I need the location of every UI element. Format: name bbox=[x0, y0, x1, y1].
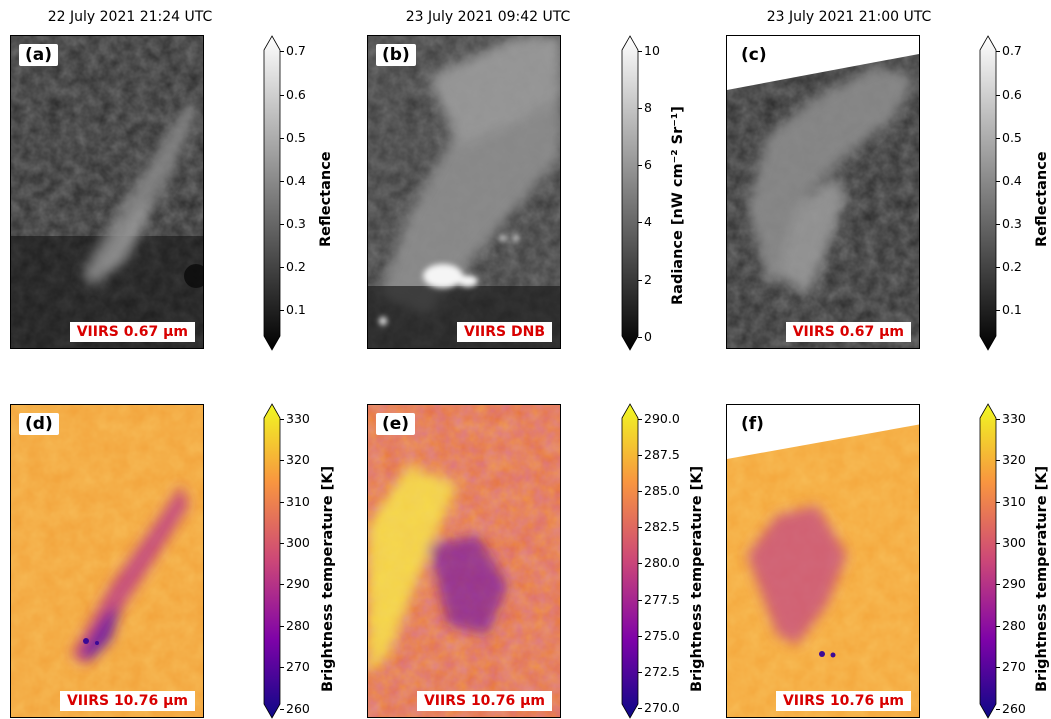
tick-label: 0 bbox=[638, 329, 652, 344]
column-title-2: 23 July 2021 09:42 UTC bbox=[405, 9, 571, 25]
tick-label: 0.1 bbox=[996, 302, 1022, 317]
tick-label: 287.5 bbox=[638, 447, 680, 462]
panel-d-brightness-temperature-image: (d) VIIRS 10.76 µm bbox=[10, 404, 204, 718]
tick-label: 260 bbox=[280, 701, 310, 716]
panel-label: (a) bbox=[19, 44, 59, 66]
tick-label: 0.5 bbox=[280, 130, 306, 145]
instrument-label: VIIRS 10.76 µm bbox=[59, 691, 195, 711]
colorbar-radiance-b-ticks: 10 8 6 4 2 0 bbox=[638, 36, 674, 350]
tick-label: 0.3 bbox=[280, 216, 306, 231]
panel-label: (b) bbox=[376, 44, 416, 66]
panel-label: (c) bbox=[735, 44, 773, 66]
colorbar-reflectance-c-ticks: 0.7 0.6 0.5 0.4 0.3 0.2 0.1 bbox=[996, 36, 1032, 350]
instrument-label: VIIRS 0.67 µm bbox=[69, 322, 195, 342]
tick-label: 285.0 bbox=[638, 483, 680, 498]
tick-label: 290 bbox=[280, 576, 310, 591]
tick-label: 0.2 bbox=[280, 259, 306, 274]
colorbar-label: Reflectance bbox=[318, 151, 334, 247]
tick-label: 280 bbox=[280, 618, 310, 633]
panel-label: (d) bbox=[19, 413, 59, 435]
tick-label: 0.2 bbox=[996, 259, 1022, 274]
tick-label: 0.4 bbox=[280, 173, 306, 188]
tick-label: 310 bbox=[996, 494, 1026, 509]
instrument-label: VIIRS 10.76 µm bbox=[416, 691, 552, 711]
tick-label: 275.0 bbox=[638, 628, 680, 643]
tick-label: 4 bbox=[638, 214, 652, 229]
tick-label: 0.4 bbox=[996, 173, 1022, 188]
panel-c-reflectance-image: (c) VIIRS 0.67 µm bbox=[726, 35, 920, 349]
colorbar-bt-f bbox=[979, 403, 997, 719]
panel-label: (f) bbox=[735, 413, 770, 435]
tick-label: 280 bbox=[996, 618, 1026, 633]
colorbar-bt-f-ticks: 330 320 310 300 290 280 270 260 bbox=[996, 404, 1032, 718]
tick-label: 0.7 bbox=[280, 43, 306, 58]
tick-label: 282.5 bbox=[638, 519, 680, 534]
tick-label: 300 bbox=[996, 535, 1026, 550]
panel-f-brightness-temperature-image: (f) VIIRS 10.76 µm bbox=[726, 404, 920, 718]
tick-label: 320 bbox=[996, 452, 1026, 467]
colorbar-reflectance-a-ticks: 0.7 0.6 0.5 0.4 0.3 0.2 0.1 bbox=[280, 36, 316, 350]
column-title-3: 23 July 2021 21:00 UTC bbox=[766, 9, 932, 25]
tick-label: 0.5 bbox=[996, 130, 1022, 145]
colorbar-bt-d bbox=[263, 403, 281, 719]
instrument-label: VIIRS 0.67 µm bbox=[785, 322, 911, 342]
tick-label: 290 bbox=[996, 576, 1026, 591]
colorbar-label: Reflectance bbox=[1034, 151, 1050, 247]
tick-label: 280.0 bbox=[638, 555, 680, 570]
tick-label: 0.6 bbox=[996, 87, 1022, 102]
tick-label: 8 bbox=[638, 100, 652, 115]
tick-label: 0.6 bbox=[280, 87, 306, 102]
tick-label: 300 bbox=[280, 535, 310, 550]
tick-label: 330 bbox=[280, 411, 310, 426]
instrument-label: VIIRS 10.76 µm bbox=[775, 691, 911, 711]
tick-label: 2 bbox=[638, 272, 652, 287]
colorbar-reflectance-a bbox=[263, 35, 281, 351]
instrument-label: VIIRS DNB bbox=[457, 322, 552, 342]
panel-e-brightness-temperature-image: (e) VIIRS 10.76 µm bbox=[367, 404, 561, 718]
panel-b-dnb-image: (b) VIIRS DNB bbox=[367, 35, 561, 349]
tick-label: 320 bbox=[280, 452, 310, 467]
tick-label: 277.5 bbox=[638, 592, 680, 607]
column-title-1: 22 July 2021 21:24 UTC bbox=[47, 9, 213, 25]
colorbar-bt-e-ticks: 290.0 287.5 285.0 282.5 280.0 277.5 275.… bbox=[638, 404, 684, 718]
tick-label: 0.1 bbox=[280, 302, 306, 317]
panel-label: (e) bbox=[376, 413, 416, 435]
tick-label: 270 bbox=[280, 659, 310, 674]
tick-label: 0.7 bbox=[996, 43, 1022, 58]
tick-label: 272.5 bbox=[638, 664, 680, 679]
tick-label: 330 bbox=[996, 411, 1026, 426]
colorbar-bt-d-ticks: 330 320 310 300 290 280 270 260 bbox=[280, 404, 316, 718]
tick-label: 10 bbox=[638, 43, 660, 58]
tick-label: 6 bbox=[638, 157, 652, 172]
tick-label: 270.0 bbox=[638, 700, 680, 715]
colorbar-label: Radiance [nW cm⁻² Sr⁻¹] bbox=[670, 106, 686, 305]
tick-label: 270 bbox=[996, 659, 1026, 674]
colorbar-label: Brightness temperature [K] bbox=[1034, 465, 1050, 692]
colorbar-label: Brightness temperature [K] bbox=[320, 465, 336, 692]
tick-label: 290.0 bbox=[638, 411, 680, 426]
colorbar-radiance-b bbox=[621, 35, 639, 351]
colorbar-reflectance-c bbox=[979, 35, 997, 351]
colorbar-label: Brightness temperature [K] bbox=[689, 465, 705, 692]
tick-label: 310 bbox=[280, 494, 310, 509]
colorbar-bt-e bbox=[621, 403, 639, 719]
tick-label: 0.3 bbox=[996, 216, 1022, 231]
tick-label: 260 bbox=[996, 701, 1026, 716]
panel-a-reflectance-image: (a) VIIRS 0.67 µm bbox=[10, 35, 204, 349]
